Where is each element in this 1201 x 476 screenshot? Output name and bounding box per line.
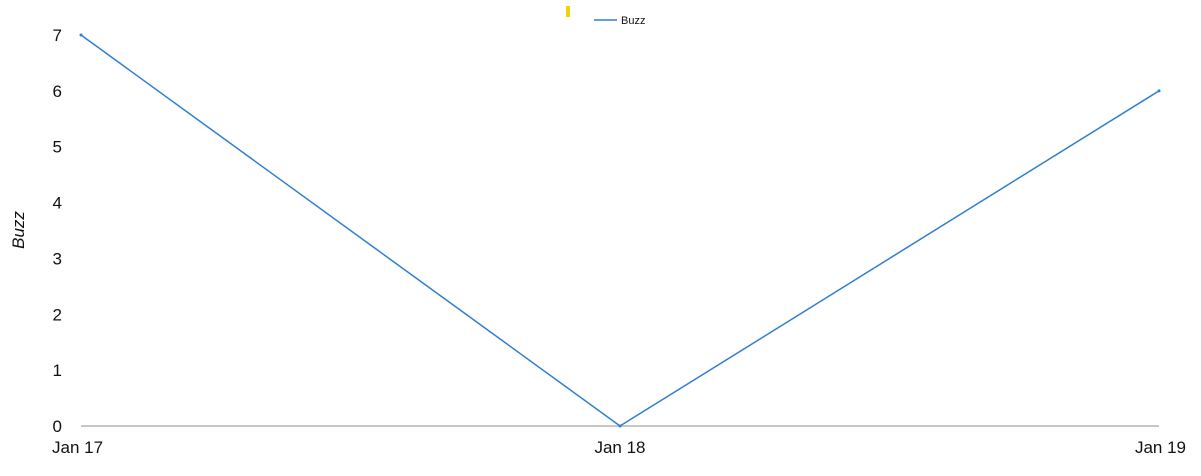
- x-axis-ticks: Jan 17 Jan 18 Jan 19: [52, 438, 1186, 457]
- legend-label-buzz: Buzz: [621, 15, 645, 27]
- y-axis-title: Buzz: [9, 211, 28, 249]
- y-tick-label: 4: [53, 194, 62, 213]
- x-tick-label: Jan 17: [52, 438, 103, 457]
- x-tick-label: Jan 18: [594, 438, 645, 457]
- series-line-buzz: [80, 34, 1160, 427]
- y-tick-label: 1: [53, 361, 62, 380]
- x-tick-label: Jan 19: [1135, 438, 1186, 457]
- series-point-buzz: [1157, 89, 1161, 93]
- y-tick-label: 2: [53, 305, 62, 324]
- y-axis-ticks: 0 1 2 3 4 5 6 7: [53, 26, 62, 436]
- legend: Buzz: [566, 6, 645, 27]
- series-points-buzz: [79, 33, 1161, 428]
- series-point-buzz: [79, 33, 83, 37]
- y-tick-label: 6: [53, 82, 62, 101]
- series-point-buzz: [618, 424, 622, 428]
- y-tick-label: 5: [53, 138, 62, 157]
- y-tick-label: 3: [53, 249, 62, 268]
- y-tick-label: 7: [53, 26, 62, 45]
- y-tick-label: 0: [53, 417, 62, 436]
- legend-top-marker: [566, 6, 570, 17]
